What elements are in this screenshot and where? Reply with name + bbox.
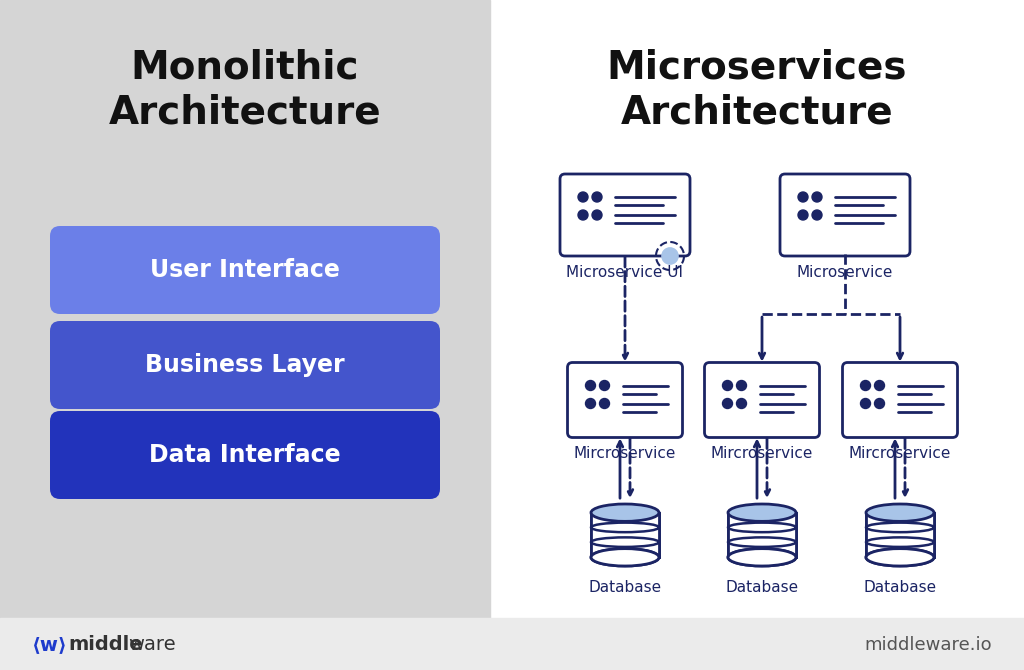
Ellipse shape xyxy=(866,549,934,566)
Circle shape xyxy=(812,192,822,202)
Circle shape xyxy=(874,381,885,391)
Text: Database: Database xyxy=(725,580,799,595)
Ellipse shape xyxy=(591,549,659,566)
Circle shape xyxy=(592,192,602,202)
Circle shape xyxy=(586,399,596,409)
FancyBboxPatch shape xyxy=(50,226,440,314)
FancyBboxPatch shape xyxy=(50,321,440,409)
Text: Mircroservice: Mircroservice xyxy=(849,446,951,462)
Ellipse shape xyxy=(728,549,796,566)
Text: middle: middle xyxy=(68,636,142,655)
Circle shape xyxy=(798,210,808,220)
Circle shape xyxy=(586,381,596,391)
Circle shape xyxy=(662,248,678,264)
Circle shape xyxy=(592,210,602,220)
Ellipse shape xyxy=(728,549,796,566)
FancyBboxPatch shape xyxy=(560,174,690,256)
FancyBboxPatch shape xyxy=(50,411,440,499)
Circle shape xyxy=(874,399,885,409)
Circle shape xyxy=(812,210,822,220)
Text: Microservice: Microservice xyxy=(797,265,893,280)
Bar xyxy=(728,513,796,557)
Bar xyxy=(0,0,490,670)
Ellipse shape xyxy=(728,504,796,521)
Bar xyxy=(0,618,1024,670)
Ellipse shape xyxy=(591,549,659,566)
Ellipse shape xyxy=(866,549,934,566)
Ellipse shape xyxy=(866,504,934,521)
Text: middleware.io: middleware.io xyxy=(864,636,992,654)
Circle shape xyxy=(798,192,808,202)
Circle shape xyxy=(723,399,732,409)
Text: Microservices
Architecture: Microservices Architecture xyxy=(607,48,907,132)
Ellipse shape xyxy=(591,504,659,521)
Circle shape xyxy=(723,381,732,391)
Bar xyxy=(866,513,934,557)
Circle shape xyxy=(578,192,588,202)
Text: Monolithic
Architecture: Monolithic Architecture xyxy=(109,48,381,132)
Text: Business Layer: Business Layer xyxy=(145,353,345,377)
Text: ⟨w⟩: ⟨w⟩ xyxy=(32,636,68,655)
Circle shape xyxy=(578,210,588,220)
Text: User Interface: User Interface xyxy=(151,258,340,282)
Text: Database: Database xyxy=(863,580,937,595)
Circle shape xyxy=(860,381,870,391)
Circle shape xyxy=(736,399,746,409)
Text: Mircroservice: Mircroservice xyxy=(711,446,813,462)
Text: Mircroservice: Mircroservice xyxy=(573,446,676,462)
FancyBboxPatch shape xyxy=(843,362,957,438)
Circle shape xyxy=(860,399,870,409)
Circle shape xyxy=(599,381,609,391)
Text: Microservice UI: Microservice UI xyxy=(566,265,683,280)
Text: Database: Database xyxy=(589,580,662,595)
FancyBboxPatch shape xyxy=(567,362,683,438)
FancyBboxPatch shape xyxy=(705,362,819,438)
FancyBboxPatch shape xyxy=(780,174,910,256)
Circle shape xyxy=(599,399,609,409)
Text: Data Interface: Data Interface xyxy=(150,443,341,467)
Bar xyxy=(591,513,659,557)
Text: ware: ware xyxy=(128,636,176,655)
Circle shape xyxy=(736,381,746,391)
